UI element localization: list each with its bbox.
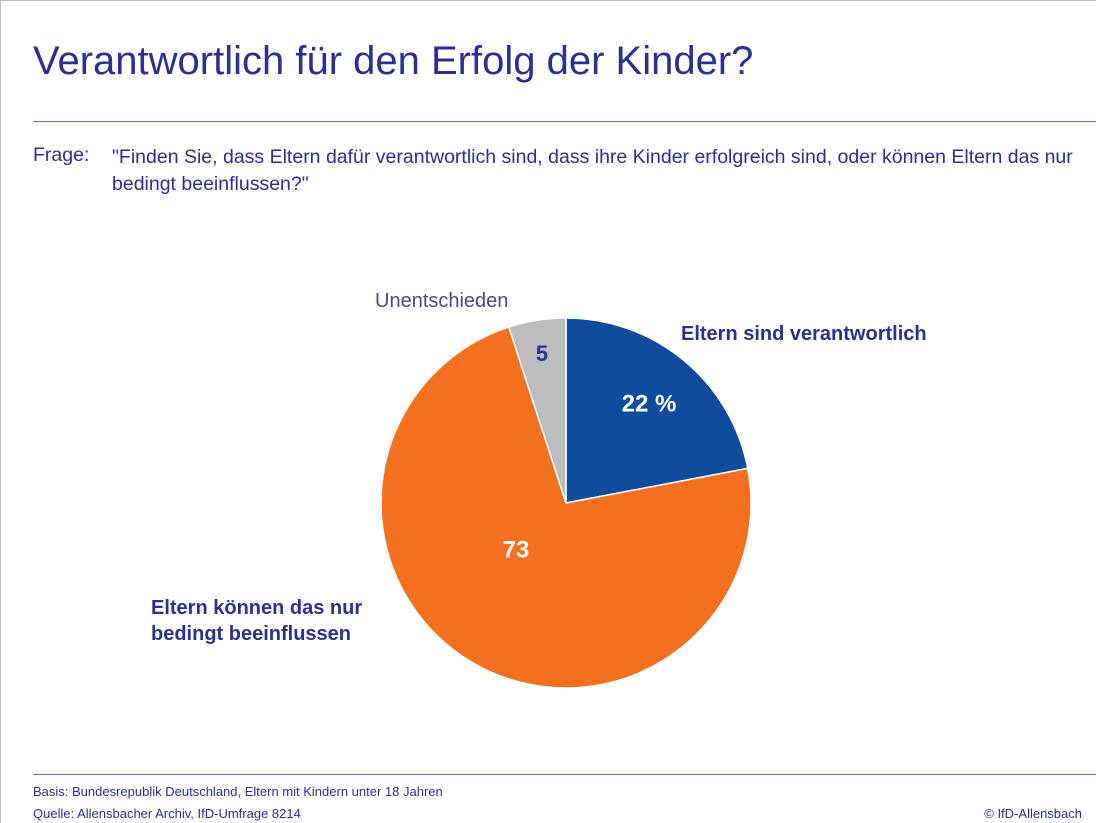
note: Quelle: Allensbacher Archiv, IfD-Umfrage… — [33, 806, 301, 821]
divider — [33, 121, 1096, 122]
value-label: 73 — [503, 536, 530, 563]
divider — [33, 774, 1096, 775]
category-label: Eltern können das nur bedingt beeinfluss… — [151, 597, 363, 645]
title: Verantwortlich für den Erfolg der Kinder… — [33, 39, 754, 83]
question-label: Frage: — [33, 144, 90, 166]
copyright: © IfD-Allensbach — [984, 806, 1082, 821]
pie-slice — [565, 317, 749, 504]
pie-slice — [380, 326, 752, 689]
pie-slice — [507, 317, 567, 504]
value-label: 5 — [536, 341, 548, 366]
question: "Finden Sie, dass Eltern dafür verantwor… — [112, 146, 1073, 195]
note: Basis: Bundesrepublik Deutschland, Elter… — [33, 784, 443, 799]
value-label: 22 % — [622, 390, 677, 417]
category-label: Eltern sind verantwortlich — [681, 323, 927, 345]
category-label: Unentschieden — [375, 290, 509, 312]
